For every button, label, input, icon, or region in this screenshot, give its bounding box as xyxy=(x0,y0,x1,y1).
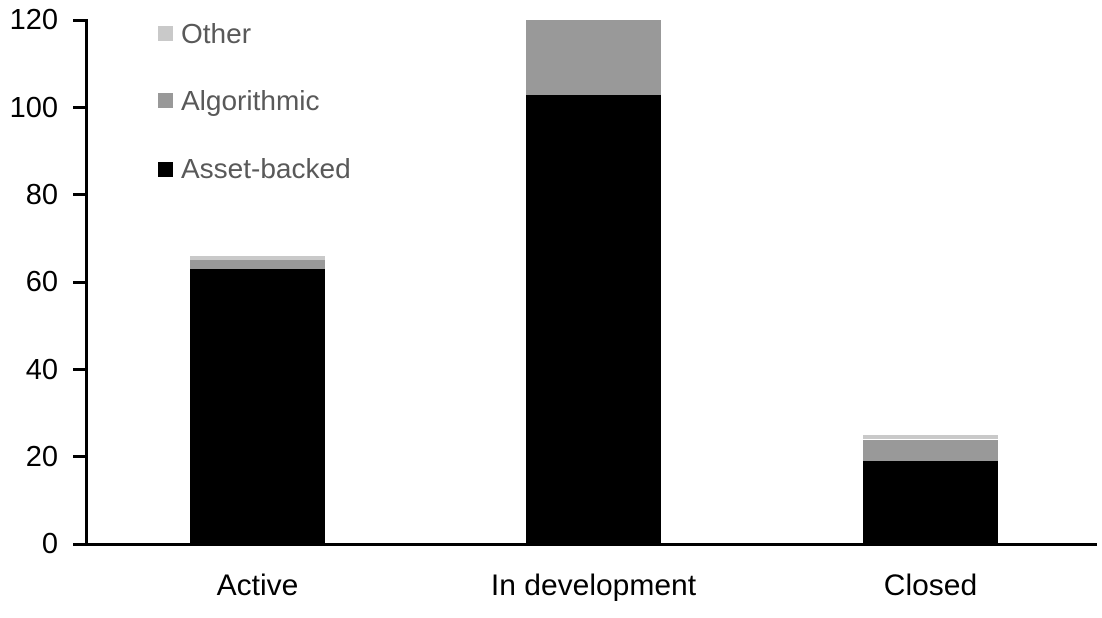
y-tick-label: 20 xyxy=(25,440,58,473)
bar-segment-asset-backed-closed xyxy=(863,461,998,545)
x-axis-line xyxy=(85,542,1097,546)
y-tick-label: 60 xyxy=(25,266,58,299)
bar-segment-algorithmic-closed xyxy=(863,439,998,462)
legend-item-other: Other xyxy=(158,17,251,51)
legend-swatch xyxy=(158,26,173,41)
y-axis-line xyxy=(85,18,88,546)
legend-swatch xyxy=(158,93,173,108)
x-category-label: Closed xyxy=(883,569,978,602)
legend-item-algorithmic: Algorithmic xyxy=(158,84,319,118)
y-tick xyxy=(73,368,87,372)
legend-label: Other xyxy=(181,17,252,49)
bar-segment-asset-backed-active xyxy=(190,269,325,545)
x-category-label: In development xyxy=(490,569,697,602)
bar-segment-other-closed xyxy=(863,435,998,440)
bar-segment-other-active xyxy=(190,256,325,261)
bar-segment-asset-backed-in-development xyxy=(526,94,661,545)
y-tick-label: 80 xyxy=(25,178,58,211)
y-tick-label: 120 xyxy=(9,4,58,37)
y-tick xyxy=(73,193,87,197)
y-tick-label: 0 xyxy=(41,528,58,561)
y-tick xyxy=(73,455,87,459)
legend-label: Algorithmic xyxy=(181,84,320,116)
y-tick xyxy=(73,106,87,110)
y-tick xyxy=(73,542,87,546)
x-category-label: Active xyxy=(216,569,299,602)
y-tick-label: 100 xyxy=(9,91,58,124)
y-tick-label: 40 xyxy=(25,353,58,386)
legend-label: Asset-backed xyxy=(181,153,351,184)
y-tick xyxy=(73,18,87,22)
legend-item-asset-backed: Asset-backed xyxy=(158,152,351,186)
bar-segment-algorithmic-in-development xyxy=(526,20,661,95)
legend-swatch xyxy=(158,161,173,177)
bar-segment-algorithmic-active xyxy=(190,260,325,270)
y-tick xyxy=(73,280,87,284)
